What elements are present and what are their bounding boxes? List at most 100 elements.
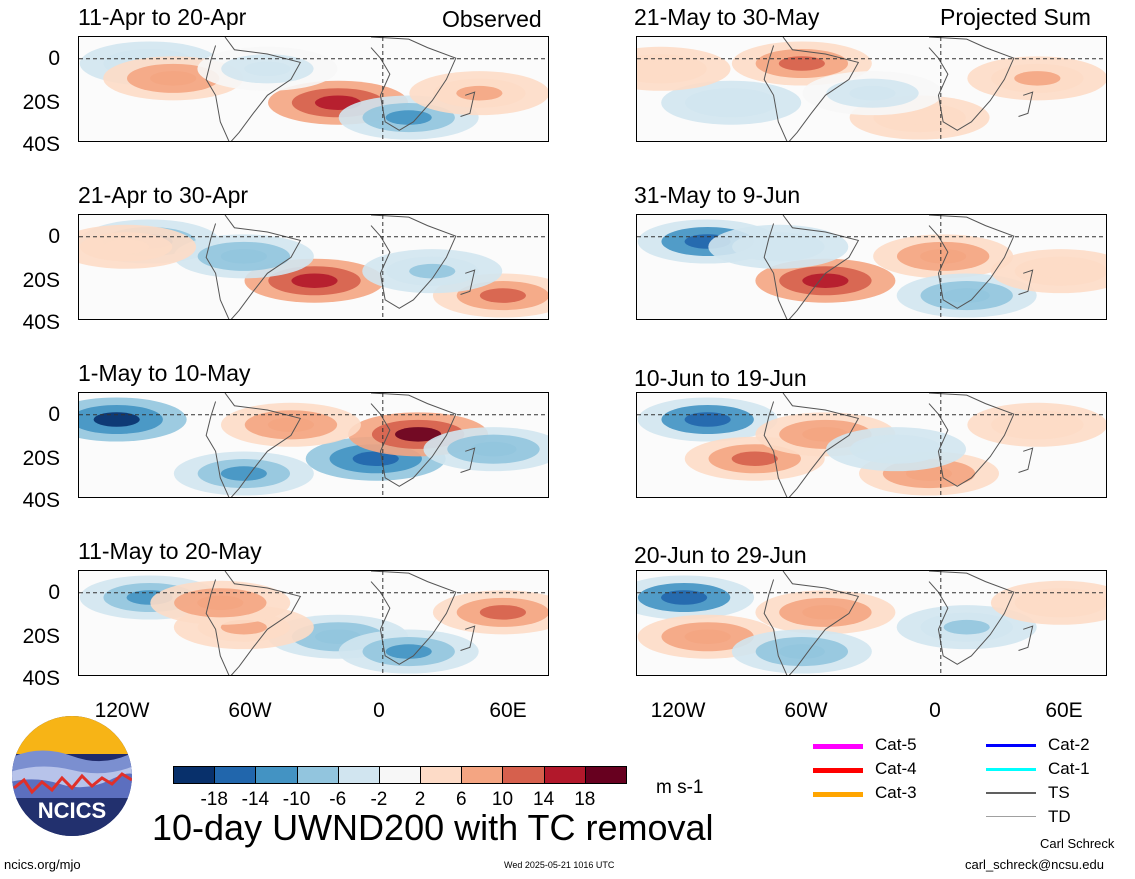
coastline — [763, 571, 860, 675]
map-panel-3 — [78, 392, 549, 498]
coastline — [1018, 269, 1034, 295]
coastline — [1018, 447, 1034, 473]
coastline — [763, 215, 860, 319]
legend-swatch — [986, 744, 1036, 747]
panel-title-8: 20-Jun to 29-Jun — [634, 542, 807, 568]
anomaly-contour — [802, 605, 849, 620]
anomaly-contour — [456, 85, 503, 101]
anomaly-contour — [778, 56, 825, 71]
observed-label: Observed — [442, 6, 542, 32]
anomaly-contour — [778, 644, 825, 659]
y-tick-40s-p2: 40S — [22, 311, 60, 334]
anomaly-contour — [943, 288, 990, 303]
colorbar-label: -14 — [241, 789, 270, 810]
anomaly-contour — [1037, 595, 1084, 611]
anomaly-contour — [352, 451, 399, 466]
anomaly-field — [79, 393, 548, 497]
author-email[interactable]: carl_schreck@ncsu.edu — [965, 857, 1104, 872]
legend-label: TS — [1048, 783, 1070, 802]
legend-label: Cat-3 — [875, 783, 917, 802]
projected-label: Projected Sum — [940, 4, 1091, 30]
colorbar-swatch — [378, 766, 422, 784]
x-tick-60w-left: 60W — [228, 699, 272, 722]
x-tick-120w-right: 120W — [650, 699, 706, 722]
anomaly-contour — [1037, 263, 1084, 279]
anomaly-contour — [470, 441, 517, 457]
legend-swatch — [813, 792, 863, 797]
colorbar-swatch — [420, 766, 463, 784]
coastline — [205, 393, 302, 497]
anomaly-contour — [385, 110, 432, 125]
site-link[interactable]: ncics.org/mjo — [4, 857, 81, 872]
anomaly-contour — [385, 644, 432, 659]
colorbar-swatch — [296, 766, 339, 784]
colorbar — [173, 766, 627, 784]
y-tick-40s-p4: 40S — [22, 667, 60, 690]
legend-swatch — [986, 792, 1036, 794]
anomaly-contour — [244, 61, 291, 77]
coastline — [460, 447, 476, 473]
anomaly-field — [79, 571, 548, 675]
anomaly-contour — [896, 110, 943, 125]
coastline — [1018, 91, 1034, 117]
colorbar-label: 10 — [491, 789, 514, 810]
anomaly-contour — [409, 263, 456, 279]
panel-title-6: 31-May to 9-Jun — [634, 182, 801, 208]
colorbar-swatch — [214, 766, 257, 784]
y-tick-40s-p1: 40S — [22, 133, 60, 156]
anomaly-field — [637, 571, 1106, 675]
anomaly-contour — [755, 239, 802, 255]
anomaly-contour — [93, 412, 140, 427]
coastline — [928, 571, 1015, 665]
y-tick-20s-p4: 20S — [22, 625, 60, 648]
anomaly-contour — [291, 273, 338, 288]
x-tick-60w-right: 60W — [784, 699, 828, 722]
coastline — [460, 91, 476, 117]
colorbar-swatch — [461, 766, 504, 784]
coastline — [370, 215, 457, 309]
map-panel-7 — [636, 392, 1107, 498]
colorbar-units: m s-1 — [656, 777, 704, 798]
coastline — [928, 215, 1015, 309]
anomaly-contour — [731, 451, 778, 466]
coastline — [205, 37, 302, 141]
anomaly-contour — [1014, 417, 1061, 433]
map-panel-8 — [636, 570, 1107, 676]
anomaly-contour — [920, 249, 967, 264]
legend-label: TD — [1048, 807, 1071, 826]
anomaly-contour — [267, 417, 315, 433]
anomaly-contour — [479, 605, 526, 620]
legend-label: Cat-1 — [1048, 759, 1090, 778]
coastline — [928, 37, 1015, 131]
panel-title-1: 11-Apr to 20-Apr — [78, 4, 247, 30]
legend-label: Cat-2 — [1048, 735, 1090, 754]
panel-title-3: 1-May to 10-May — [78, 360, 251, 386]
coastline — [928, 393, 1015, 487]
anomaly-contour — [395, 427, 442, 442]
colorbar-swatch — [173, 766, 216, 784]
coastline — [1018, 625, 1034, 651]
coastline — [205, 215, 302, 319]
anomaly-contour — [220, 466, 267, 481]
colorbar-label: 2 — [414, 789, 426, 810]
anomaly-contour — [150, 71, 197, 86]
colorbar-label: -2 — [370, 789, 388, 810]
anomaly-contour — [943, 619, 990, 635]
map-panel-4 — [78, 570, 549, 676]
anomaly-contour — [708, 95, 755, 110]
legend-label: Cat-5 — [875, 735, 917, 754]
legend-swatch — [813, 744, 863, 749]
anomaly-contour — [479, 288, 526, 303]
anomaly-contour — [684, 412, 731, 427]
colorbar-swatch — [337, 766, 380, 784]
coastline — [205, 571, 302, 675]
y-tick-0-p4: 0 — [48, 581, 60, 604]
colorbar-swatch — [255, 766, 298, 784]
map-panel-6 — [636, 214, 1107, 320]
legend-swatch — [986, 768, 1036, 771]
x-tick-0-right: 0 — [929, 699, 941, 722]
panel-title-7: 10-Jun to 19-Jun — [634, 365, 807, 391]
x-tick-60e-right: 60E — [1045, 699, 1083, 722]
anomaly-contour — [802, 273, 849, 288]
x-tick-0-left: 0 — [373, 699, 385, 722]
